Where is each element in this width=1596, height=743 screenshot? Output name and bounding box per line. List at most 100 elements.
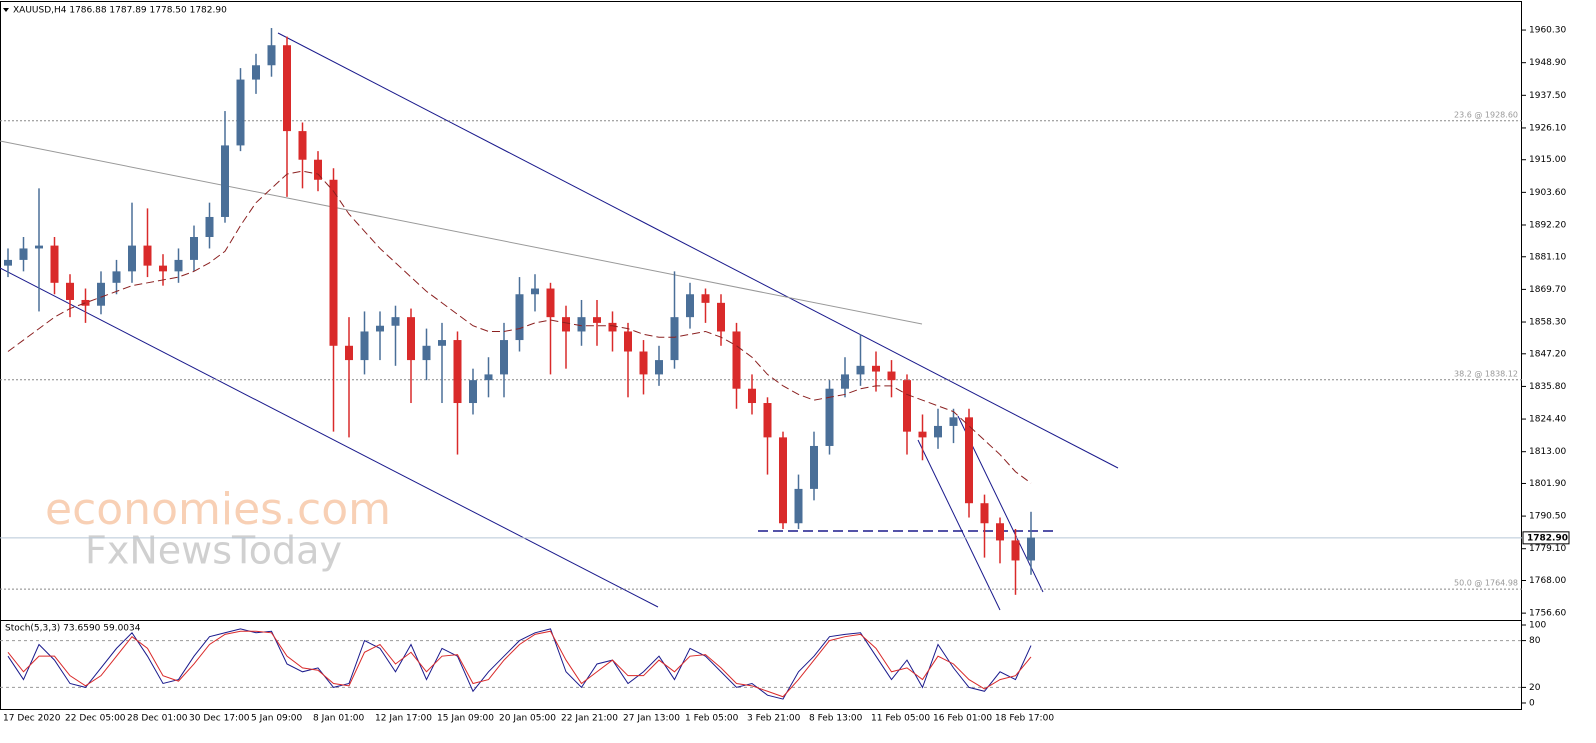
candle-body xyxy=(50,245,59,283)
indicator-title: Stoch(5,3,3) 73.6590 59.0034 xyxy=(5,624,141,634)
moving-average xyxy=(7,170,1032,484)
x-tick-label: 22 Dec 05:00 xyxy=(65,714,126,724)
y-tick-label: 1881.10 xyxy=(1529,252,1566,262)
last-price-label: 1782.90 xyxy=(1527,533,1568,543)
candle-body xyxy=(407,317,415,361)
candle-body xyxy=(4,259,12,266)
candle-body xyxy=(763,403,772,438)
candle-body xyxy=(825,388,834,446)
candle-body xyxy=(128,245,136,272)
y-tick-label: 80 xyxy=(1529,636,1541,646)
y-tick-label: 1824.40 xyxy=(1529,415,1566,425)
candle-body xyxy=(903,380,911,432)
candle-body xyxy=(345,345,353,361)
trendline xyxy=(0,267,659,608)
trendline xyxy=(917,439,1001,611)
candle-body xyxy=(267,45,276,66)
x-tick-label: 17 Dec 2020 xyxy=(3,714,61,724)
x-tick-label: 28 Dec 01:00 xyxy=(127,714,188,724)
candle-body xyxy=(732,331,741,389)
candle-body xyxy=(112,271,121,283)
fib-label: 50.0 @ 1764.98 xyxy=(1454,579,1518,588)
y-tick-label: 0 xyxy=(1529,698,1535,708)
candle-body xyxy=(608,322,617,332)
candle-body xyxy=(174,259,183,272)
y-tick-label: 1858.30 xyxy=(1529,318,1566,328)
fib-label: 23.6 @ 1928.60 xyxy=(1454,110,1518,119)
candle-body xyxy=(298,131,307,160)
candle-body xyxy=(314,159,322,180)
candle-body xyxy=(655,360,663,375)
y-tick-label: 1926.10 xyxy=(1529,123,1566,133)
candle-body xyxy=(376,325,384,332)
y-tick-label: 1892.20 xyxy=(1529,220,1566,230)
y-tick-label: 1915.00 xyxy=(1529,155,1566,165)
symbol-arrow xyxy=(3,8,9,12)
candle-body xyxy=(35,245,43,249)
candle-body xyxy=(469,380,477,404)
candle-body xyxy=(19,248,28,260)
y-tick-label: 1948.90 xyxy=(1529,58,1566,68)
candle-body xyxy=(949,417,958,426)
candle-body xyxy=(438,340,446,346)
candle-body xyxy=(159,265,167,272)
x-tick-label: 3 Feb 21:00 xyxy=(747,714,801,724)
candle-body xyxy=(980,503,989,524)
candle-body xyxy=(887,371,896,381)
candle-body xyxy=(221,145,229,217)
y-tick-label: 100 xyxy=(1529,620,1546,630)
x-tick-label: 8 Feb 13:00 xyxy=(809,714,863,724)
x-tick-label: 5 Jan 09:00 xyxy=(251,714,303,724)
candle-body xyxy=(577,317,586,332)
y-tick-label: 1768.00 xyxy=(1529,576,1566,586)
y-tick-label: 1903.60 xyxy=(1529,188,1566,198)
y-tick-label: 1790.50 xyxy=(1529,512,1566,522)
candle-body xyxy=(500,340,508,375)
x-tick-label: 18 Feb 17:00 xyxy=(995,714,1054,724)
candle-body xyxy=(856,365,865,375)
candle-body xyxy=(236,79,245,146)
candle-body xyxy=(686,294,694,318)
candle-body xyxy=(97,282,105,306)
candle-body xyxy=(701,294,710,303)
candle-body xyxy=(639,351,648,375)
candle-body xyxy=(794,488,803,524)
y-tick-label: 1937.50 xyxy=(1529,91,1566,101)
y-tick-label: 1756.60 xyxy=(1529,609,1566,619)
candle-body xyxy=(965,417,973,504)
candle-body xyxy=(453,340,462,404)
fib-label: 38.2 @ 1838.12 xyxy=(1454,369,1518,378)
x-tick-label: 8 Jan 01:00 xyxy=(313,714,365,724)
indicator-line xyxy=(7,628,1032,700)
x-tick-label: 16 Feb 01:00 xyxy=(933,714,992,724)
watermark: FxNewsToday xyxy=(85,529,342,573)
candle-body xyxy=(283,45,291,132)
candle-body xyxy=(252,65,260,80)
watermark: economies.com xyxy=(45,484,391,535)
y-tick-label: 1869.70 xyxy=(1529,285,1566,295)
candle-body xyxy=(624,331,632,352)
y-tick-label: 1813.00 xyxy=(1529,447,1566,457)
plot-frame xyxy=(0,1,1522,710)
y-tick-label: 1960.30 xyxy=(1529,26,1566,36)
indicator-line xyxy=(7,630,1032,698)
candle-body xyxy=(1027,537,1035,561)
candle-body xyxy=(391,317,400,326)
candle-body xyxy=(190,237,198,260)
candle-body xyxy=(1011,540,1020,561)
y-tick-label: 1847.20 xyxy=(1529,349,1566,359)
candle-body xyxy=(872,365,880,372)
candle-body xyxy=(748,388,756,404)
candle-body xyxy=(329,179,338,346)
x-tick-label: 12 Jan 17:00 xyxy=(375,714,432,724)
x-tick-label: 1 Feb 05:00 xyxy=(685,714,739,724)
last-price-box xyxy=(1522,531,1570,545)
x-tick-label: 20 Jan 05:00 xyxy=(499,714,556,724)
candle-body xyxy=(531,288,539,295)
candle-body xyxy=(515,294,524,341)
candle-body xyxy=(934,425,942,438)
x-tick-label: 30 Dec 17:00 xyxy=(189,714,250,724)
candle-body xyxy=(841,374,849,389)
candle-body xyxy=(205,216,214,238)
